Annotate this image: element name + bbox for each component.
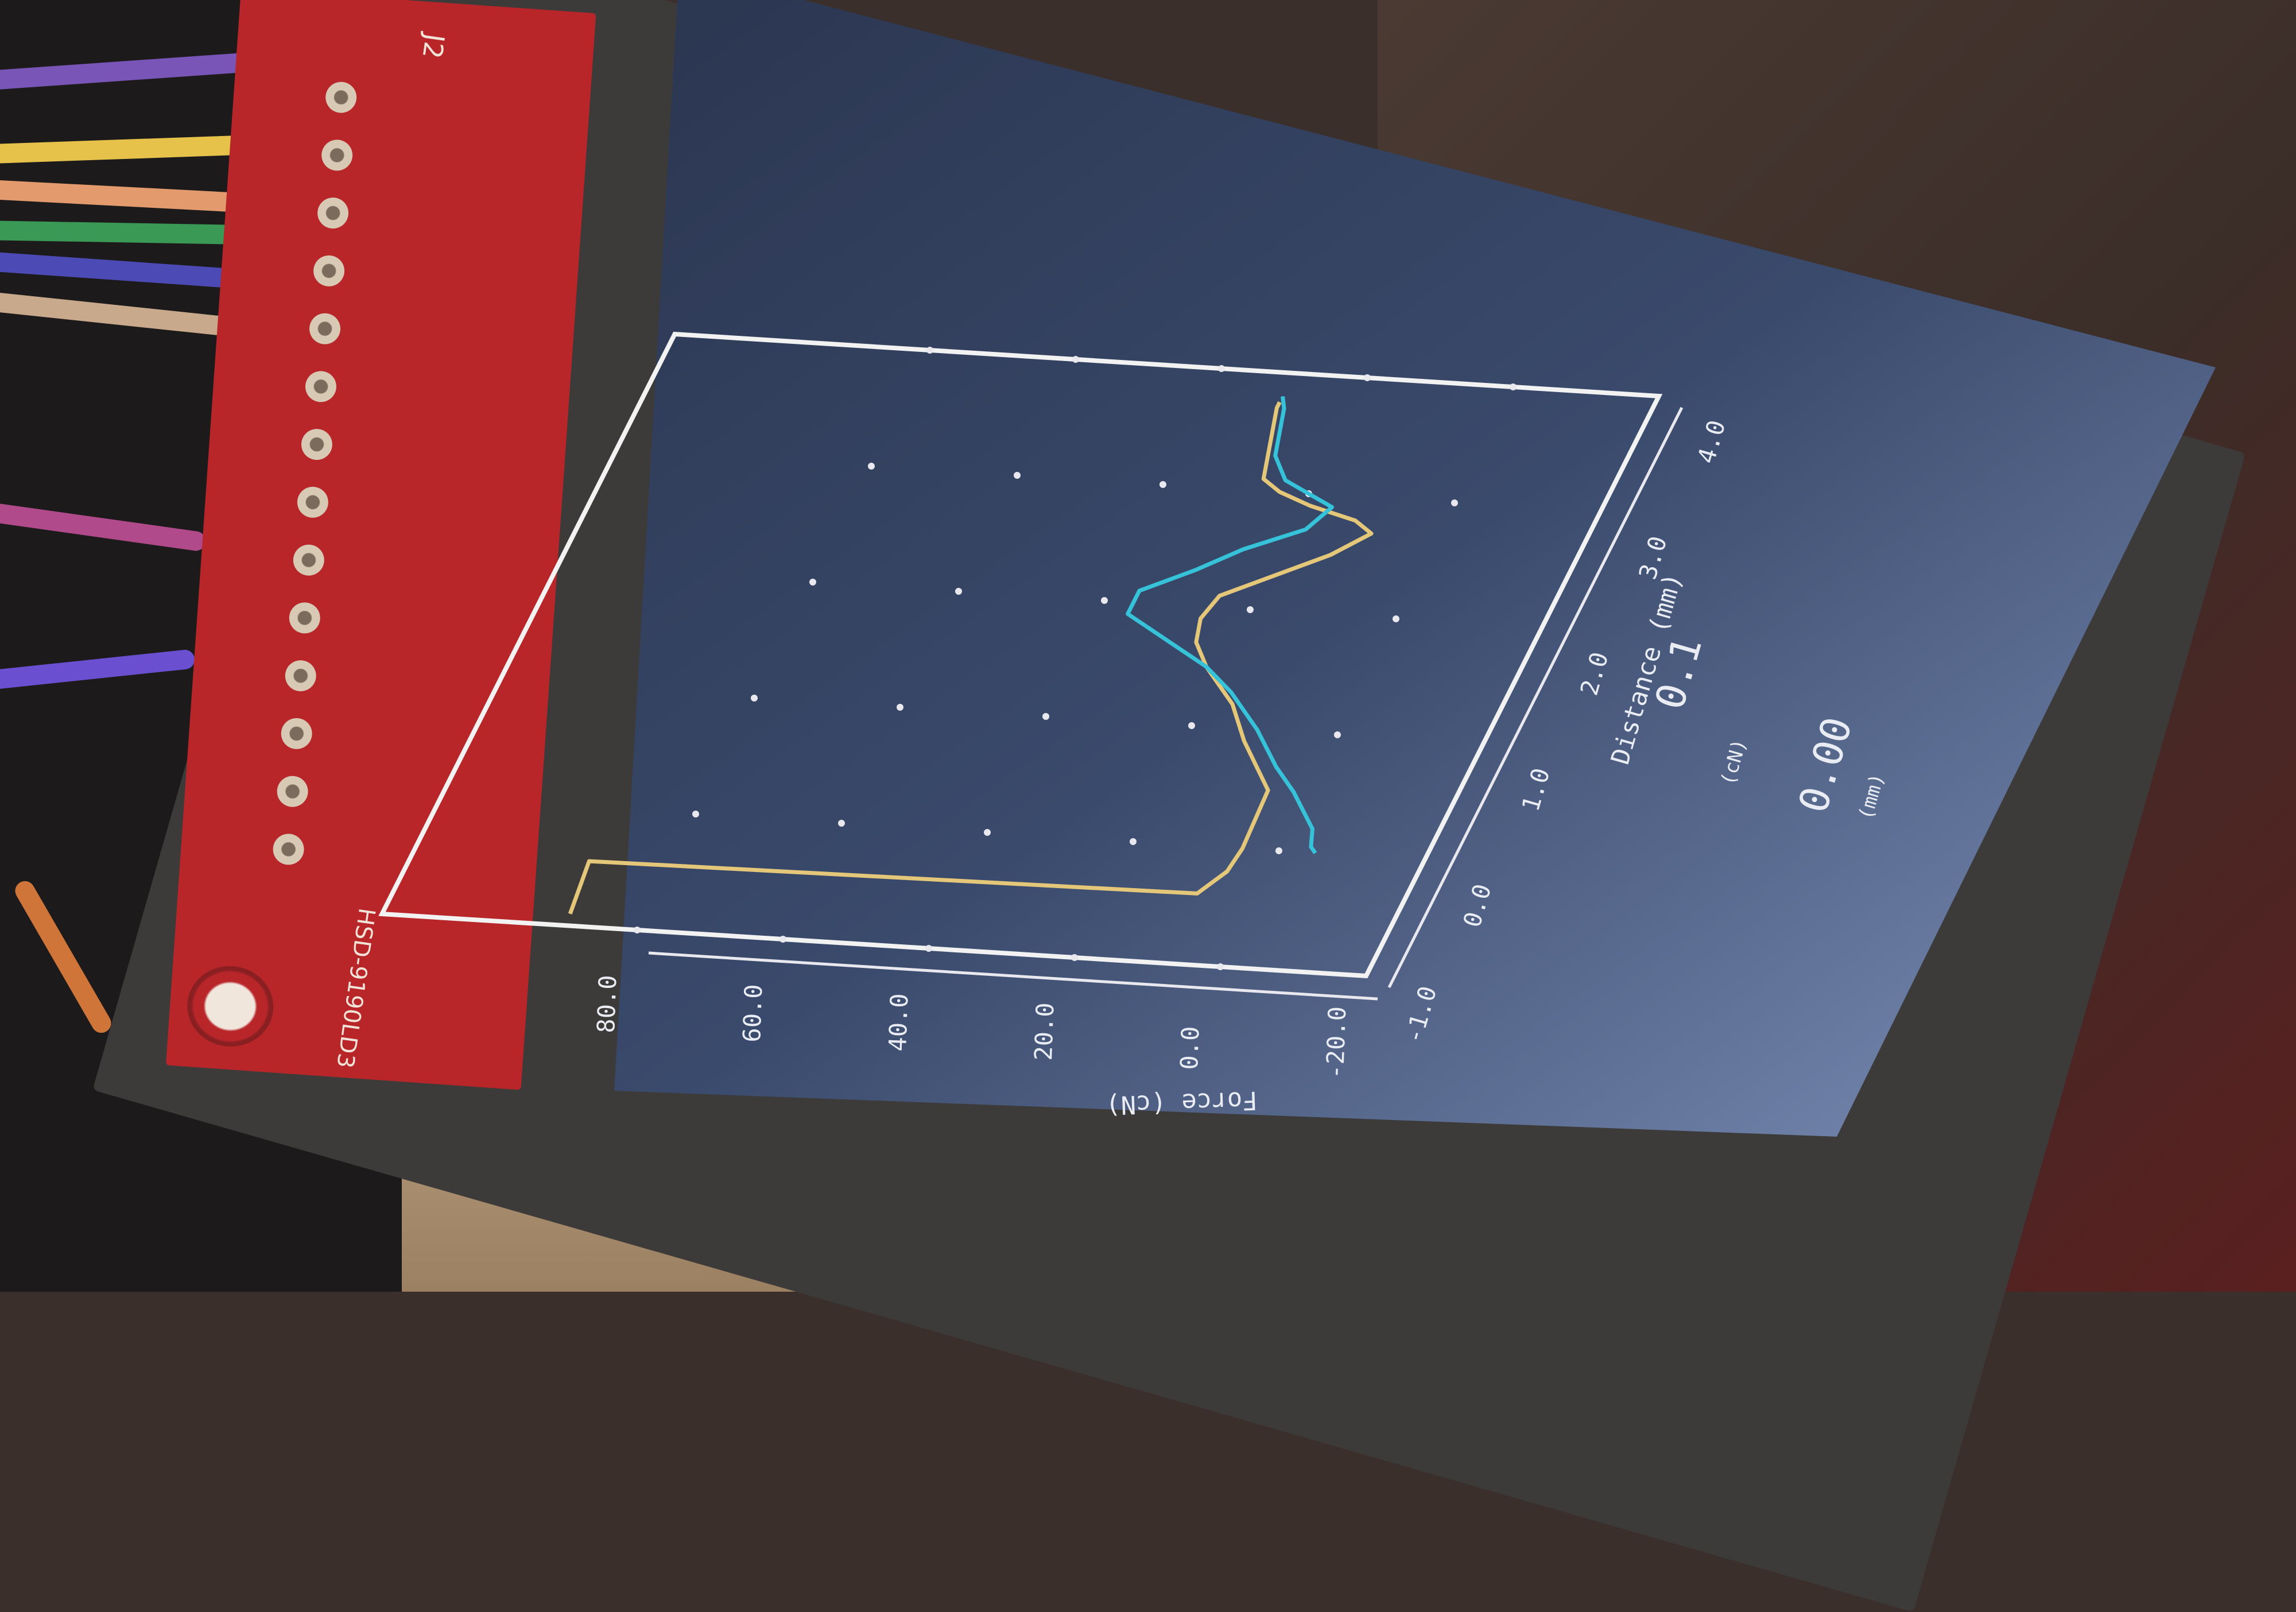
lcd-panel bbox=[614, 0, 2216, 1137]
grid-dot bbox=[1071, 954, 1078, 961]
y-axis-title: Force (cN) bbox=[1105, 1086, 1258, 1120]
grid-dot bbox=[1247, 606, 1254, 613]
grid-dot bbox=[692, 811, 699, 817]
plot-frame bbox=[378, 331, 1663, 979]
grid-dot bbox=[838, 820, 845, 827]
grid-dot bbox=[779, 936, 786, 943]
y-axis bbox=[648, 951, 1378, 1001]
grid-dot bbox=[1130, 838, 1137, 845]
grid-dot bbox=[1334, 731, 1341, 738]
grid-dot bbox=[1101, 597, 1108, 604]
grid-dot bbox=[809, 579, 816, 586]
grid-dot bbox=[634, 927, 641, 933]
grid-dot bbox=[1393, 615, 1399, 622]
grid-dot bbox=[984, 829, 991, 836]
grid-dot bbox=[1510, 383, 1517, 390]
grid-dot bbox=[925, 945, 932, 952]
y-tick-label: 80.0 bbox=[592, 975, 622, 1034]
grid-dot bbox=[955, 588, 962, 595]
grid-dot bbox=[1451, 499, 1458, 506]
lcd-screen: -1.00.01.02.03.04.0-20.00.020.040.060.08… bbox=[378, 0, 2216, 1137]
y-tick-label: 60.0 bbox=[738, 984, 768, 1043]
grid-dot bbox=[868, 463, 875, 470]
y-tick-label: 40.0 bbox=[883, 993, 914, 1052]
grid-dot bbox=[1042, 713, 1049, 720]
grid-dot bbox=[1217, 963, 1224, 970]
grid-dot bbox=[1072, 356, 1079, 363]
grid-dot bbox=[1188, 722, 1195, 729]
series-line-2 bbox=[1126, 396, 1335, 855]
grid-dot bbox=[1218, 365, 1225, 372]
grid-dot bbox=[1014, 472, 1021, 479]
grid-dot bbox=[897, 704, 903, 711]
grid-dot bbox=[1275, 847, 1282, 854]
y-tick-label: 20.0 bbox=[1029, 1002, 1060, 1061]
series-line-1 bbox=[568, 401, 1374, 914]
grid-dot bbox=[1364, 374, 1371, 381]
grid-dot bbox=[926, 347, 933, 354]
y-tick-label: -20.0 bbox=[1321, 1006, 1351, 1079]
grid-dot bbox=[1159, 481, 1166, 488]
x-axis bbox=[1387, 406, 1684, 989]
grid-dot bbox=[751, 695, 758, 702]
y-tick-label: 0.0 bbox=[1175, 1026, 1205, 1071]
force-distance-plot: -1.00.01.02.03.04.0-20.00.020.040.060.08… bbox=[378, 331, 1731, 1120]
